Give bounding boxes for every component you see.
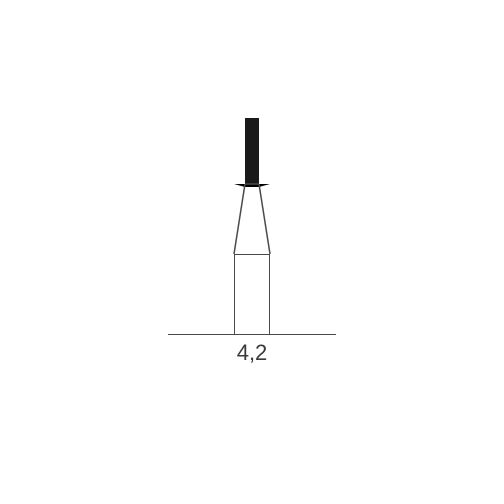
bur-shank — [234, 254, 270, 334]
dimension-label: 4,2 — [222, 340, 282, 366]
bur-neck-outline — [0, 0, 504, 504]
dimension-baseline — [168, 334, 336, 335]
bur-diagram: 4,2 — [0, 0, 504, 504]
